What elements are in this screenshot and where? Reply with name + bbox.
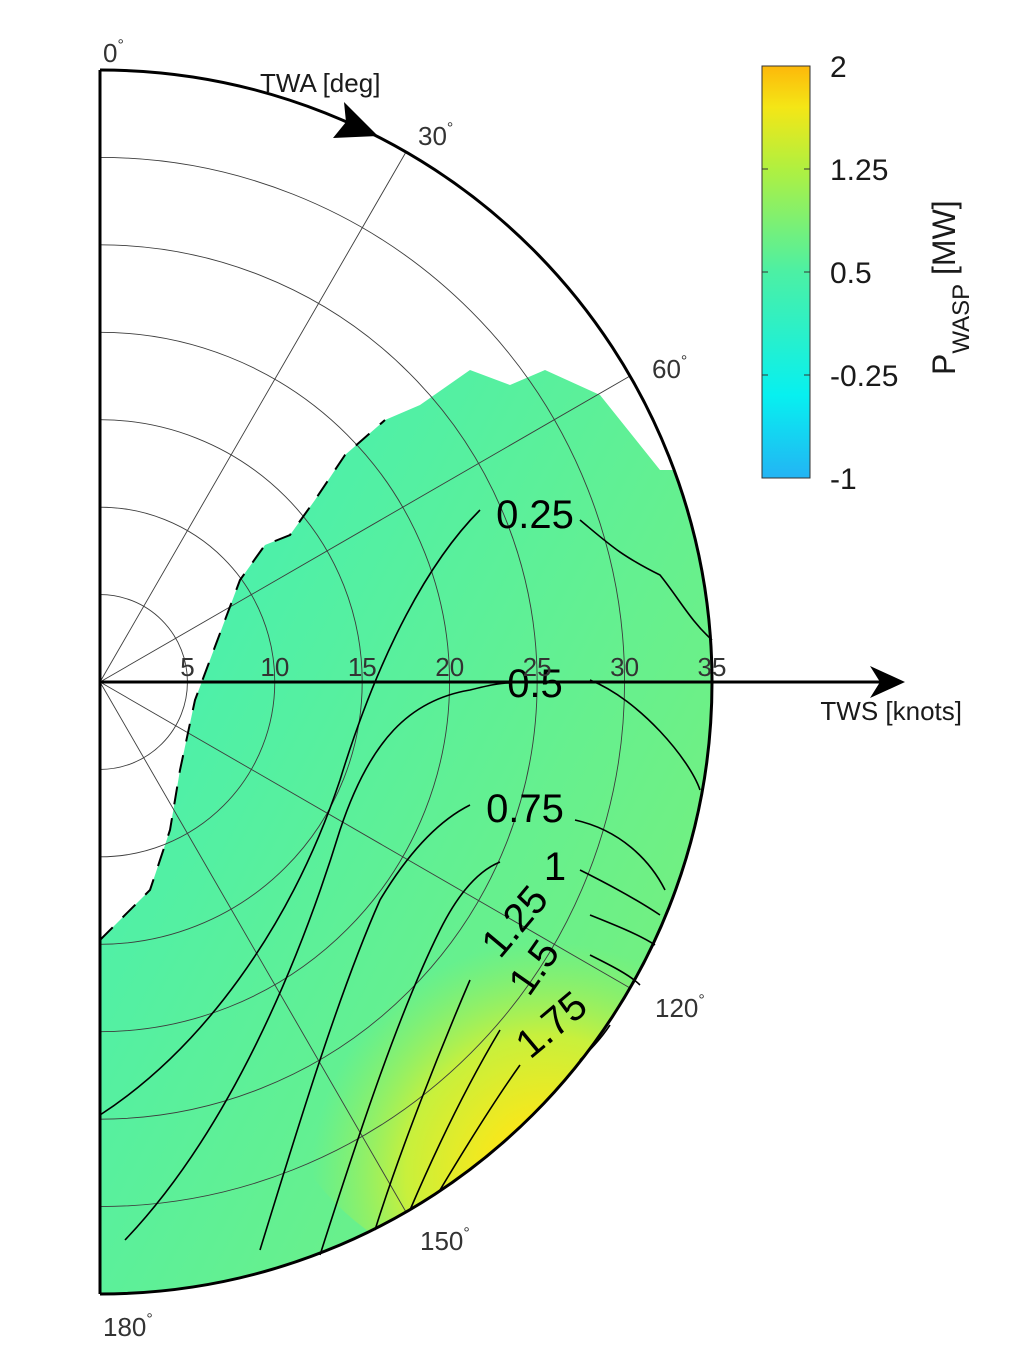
contour-line xyxy=(99,509,481,1116)
tws-tick-label: 20 xyxy=(435,652,464,682)
contour-line xyxy=(589,914,656,946)
colorbar-tick-label: 1.25 xyxy=(830,154,888,187)
colorbar: -1 -0.25 0.5 1.25 2 PWASP [MW] xyxy=(761,51,975,496)
grid-spoke xyxy=(99,151,407,683)
tws-tick-label: 15 xyxy=(348,652,377,682)
colorbar-tick-label: 0.5 xyxy=(830,257,872,290)
twa-axis-title: TWA [deg] xyxy=(260,68,380,98)
twa-tick-label: 180° xyxy=(103,1311,153,1342)
contour-line xyxy=(259,804,471,1251)
contour-line xyxy=(374,979,471,1231)
contour-line xyxy=(589,679,701,791)
contour-line xyxy=(579,519,713,641)
twa-tick-label: 60° xyxy=(652,353,687,384)
contour-line xyxy=(409,1029,501,1211)
contour-line xyxy=(124,682,511,1241)
contour-line xyxy=(579,869,661,916)
heatmap-field xyxy=(100,370,712,1294)
twa-tick-label: 120° xyxy=(655,992,705,1023)
contour-line xyxy=(319,861,501,1256)
tws-tick-label: 10 xyxy=(260,652,289,682)
contour-line xyxy=(589,954,641,986)
tws-tick-label: 35 xyxy=(698,652,727,682)
colorbar-tick-label: -0.25 xyxy=(830,360,898,393)
grid-spoke xyxy=(99,375,631,683)
contour-line xyxy=(574,819,666,891)
twa-axis-arrowhead xyxy=(333,102,378,138)
twa-tick-label: 0° xyxy=(103,37,124,68)
tws-tick-label: 25 xyxy=(523,652,552,682)
colorbar-tick-label: -1 xyxy=(830,463,857,496)
twa-tick-label: 30° xyxy=(418,120,453,151)
tws-axis-arrowhead xyxy=(870,666,905,698)
tws-tick-label: 30 xyxy=(610,652,639,682)
colorbar-title: PWASP [MW] xyxy=(926,200,975,375)
contour-line xyxy=(439,1064,521,1191)
colorbar-scale xyxy=(761,65,811,479)
twa-tick-label: 150° xyxy=(420,1225,470,1256)
field-edge-dashes xyxy=(99,419,386,941)
contour-lines xyxy=(99,509,713,1256)
tws-axis-title: TWS [knots] xyxy=(820,696,962,726)
grid-spoke xyxy=(99,681,407,1213)
contour-label: 0.25 xyxy=(496,493,574,537)
contour-label: 0.5 xyxy=(507,662,563,706)
contour-label: 0.75 xyxy=(486,787,564,831)
colorbar-tick-label: 2 xyxy=(830,51,847,84)
contour-label: 1 xyxy=(544,845,566,889)
tws-tick-label: 5 xyxy=(180,652,194,682)
